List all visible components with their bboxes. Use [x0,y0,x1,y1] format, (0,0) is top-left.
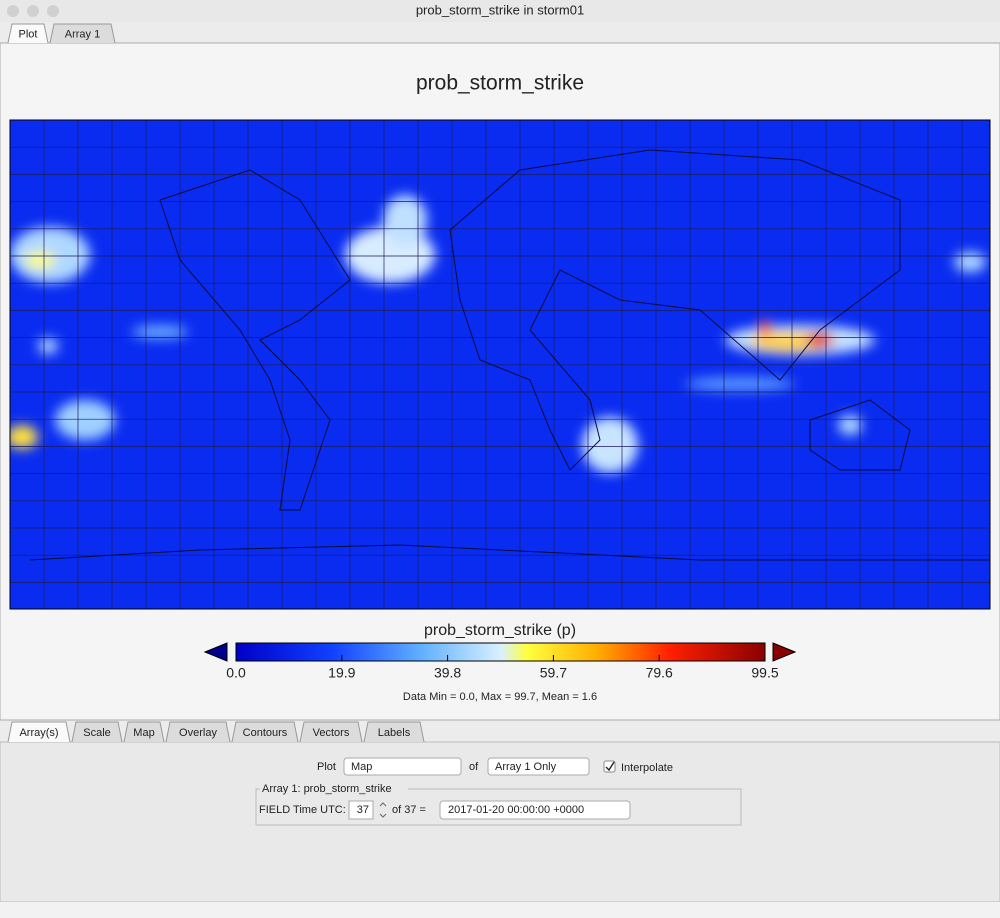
group-title: Array 1: prob_storm_strike [262,783,392,795]
close-button[interactable] [7,5,19,17]
index-field[interactable] [348,800,374,820]
colorbar-tick-label: 39.8 [434,665,461,681]
group-title-bg [260,783,408,795]
plot-title: prob_storm_strike [416,72,584,95]
tab[interactable] [71,721,123,743]
stats-text: Data Min = 0.0, Max = 99.7, Mean = 1.6 [403,691,597,703]
tab-label: Map [133,727,154,739]
interpolate-label: Interpolate [621,762,673,774]
colorbar-tick-label: 79.6 [646,665,673,681]
tab[interactable] [49,23,116,44]
of-label: of [469,761,479,773]
window-title: prob_storm_strike in storm01 [416,2,584,17]
of-total: of 37 = [392,804,426,816]
tab[interactable] [231,721,299,743]
tab[interactable] [299,721,363,743]
status-bar [0,902,1000,918]
array-value: Array 1 Only [495,761,557,773]
colorbar-tick-label: 19.9 [328,665,355,681]
map-frame [9,119,991,610]
time-value: 2017-01-20 00:00:00 +0000 [448,804,584,816]
tab[interactable] [123,721,165,743]
minimize-button[interactable] [27,5,39,17]
tab-label: Array(s) [19,727,58,739]
time-select[interactable] [439,800,631,820]
colorbar-tick-label: 59.7 [540,665,567,681]
tab-label: Plot [19,28,38,40]
tab-label: Array 1 [65,28,100,40]
tab-label: Vectors [313,727,350,739]
colorbar [235,642,766,662]
zoom-button[interactable] [47,5,59,17]
array-group [255,788,742,826]
tab[interactable] [7,721,71,743]
tab[interactable] [363,721,425,743]
field-label: FIELD Time UTC: [259,804,346,816]
tab[interactable] [7,23,49,44]
colorbar-tick-label: 0.0 [226,665,246,681]
tab-label: Labels [378,727,411,739]
index-spinner[interactable] [379,802,387,818]
index-value: 37 [357,804,369,816]
tab-label: Scale [83,727,111,739]
array-select[interactable] [487,757,590,776]
colorbar-tick-label: 99.5 [751,665,778,681]
tab[interactable] [165,721,231,743]
colorbar-label: prob_storm_strike (p) [424,622,576,639]
map [10,120,990,609]
title-bar [0,0,1000,22]
plot-type-select[interactable] [343,757,462,776]
colorbar-under-arrow [203,642,228,662]
tab-label: Contours [243,727,288,739]
plot-type-value: Map [351,761,372,773]
tab-label: Overlay [179,727,217,739]
colorbar-over-arrow [772,642,797,662]
check-mark [605,761,615,772]
plot-type-label: Plot [317,761,336,773]
